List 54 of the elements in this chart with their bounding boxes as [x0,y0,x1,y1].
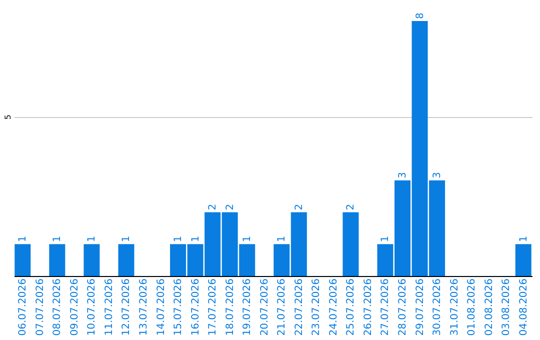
data-label: 8 [414,12,426,19]
x-tick-label: 17.07.2026 [208,278,219,336]
x-tick-label: 04.08.2026 [518,278,530,336]
x-tick-label: 13.07.2026 [138,278,150,336]
data-label: 1 [242,236,254,242]
data-label: 1 [52,236,64,242]
bar [49,244,66,276]
y-tick-label: 5 [4,114,12,120]
bar [342,212,359,276]
bar [118,244,134,276]
data-label: 1 [121,236,132,242]
data-label: 2 [346,204,357,210]
data-label: 1 [518,236,530,242]
x-tick-label: 22.07.2026 [294,278,305,336]
data-label: 1 [173,236,184,242]
x-tick-label: 25.07.2026 [346,278,357,336]
data-label: 2 [224,204,236,210]
bar [84,244,100,276]
data-label: 2 [208,204,219,210]
x-tick-label: 07.07.2026 [34,278,46,336]
x-tick-label: 15.07.2026 [173,278,184,336]
x-tick-label: 21.07.2026 [276,278,288,336]
x-tick-label: 06.07.2026 [18,278,29,336]
data-label: 1 [86,236,98,242]
x-tick-label: 11.07.2026 [104,278,115,336]
x-tick-label: 16.07.2026 [190,278,202,336]
data-label: 2 [294,204,305,210]
x-tick-label: 01.08.2026 [466,278,478,336]
x-tick-label: 14.07.2026 [156,278,167,336]
x-tick-label: 03.08.2026 [501,278,512,336]
bar [14,244,31,276]
x-tick-label: 28.07.2026 [398,278,408,336]
x-tick-label: 12.07.2026 [121,278,132,336]
x-tick-label: 08.07.2026 [52,278,64,336]
x-tick-label: 30.07.2026 [432,278,444,336]
data-label: 1 [276,236,288,242]
x-tick-label: 10.07.2026 [86,278,98,336]
x-tick-label: 09.07.2026 [69,278,80,336]
x-tick-label: 29.07.2026 [414,278,426,336]
x-tick-label: 02.08.2026 [484,278,495,336]
data-label: 1 [18,236,29,242]
x-tick-label: 19.07.2026 [242,278,254,336]
x-tick-label: 31.07.2026 [449,278,460,336]
data-label: 1 [190,236,202,242]
data-label: 3 [432,172,444,178]
x-tick-label: 27.07.2026 [380,278,392,336]
x-tick-label: 23.07.2026 [311,278,322,336]
x-tick-label: 24.07.2026 [328,278,340,336]
bar [515,244,532,276]
x-tick-label: 18.07.2026 [224,278,236,336]
x-tick-label: 20.07.2026 [259,278,270,336]
data-label: 3 [398,172,408,178]
data-label: 1 [380,236,392,242]
x-tick-label: 26.07.2026 [362,278,374,336]
